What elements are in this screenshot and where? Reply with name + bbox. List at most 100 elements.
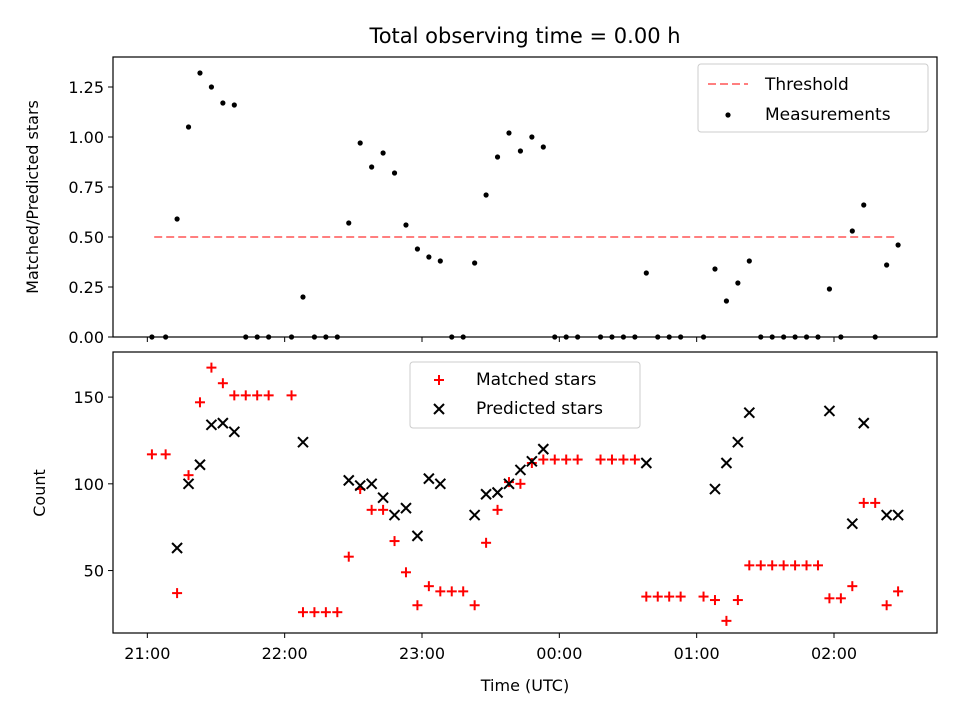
bottom-x-axis: 21:00 22:00 23:00 00:00 01:00 02:00 <box>124 633 857 663</box>
x-tick-label: 01:00 <box>674 644 720 663</box>
measurement-point <box>414 246 421 252</box>
matched-star-point <box>469 600 480 611</box>
matched-star-point <box>664 591 675 602</box>
predicted-star-point <box>720 457 733 469</box>
top-legend: Threshold Measurements <box>697 63 929 133</box>
predicted-star-point <box>732 436 744 448</box>
x-tick-label: 00:00 <box>536 644 582 663</box>
matched-star-point <box>538 454 549 465</box>
measurement-point <box>506 130 512 136</box>
matched-star-point <box>629 454 640 465</box>
chart-title: Total observing time = 0.00 h <box>368 24 680 48</box>
top-legend-box <box>697 63 929 133</box>
predicted-star-point <box>526 455 538 467</box>
predicted-star-point <box>423 472 435 485</box>
predicted-star-point <box>400 502 412 514</box>
matched-star-point <box>698 591 709 602</box>
matched-star-point <box>870 497 881 508</box>
x-tick-label: 23:00 <box>399 644 445 663</box>
predicted-star-point <box>411 530 424 542</box>
measurement-point <box>403 222 409 228</box>
top-x-axis <box>146 337 835 342</box>
matched-star-point <box>412 600 423 611</box>
predicted-star-point <box>880 509 893 521</box>
bottom-y-axis-label: Count <box>30 469 49 517</box>
measurement-point <box>849 228 855 234</box>
matched-star-point <box>435 586 446 597</box>
matched-star-point <box>824 593 835 604</box>
matched-star-point <box>366 504 377 515</box>
predicted-star-point <box>892 509 904 521</box>
top-axes-frame <box>112 56 938 338</box>
predicted-star-point <box>640 457 653 469</box>
measurement-point <box>208 84 215 90</box>
matched-star-point <box>709 595 720 606</box>
measurement-point <box>723 298 730 304</box>
measurement-point <box>735 280 741 286</box>
matched-star-point <box>881 600 892 611</box>
matched-star-point <box>812 560 823 571</box>
measurement-point <box>174 216 180 222</box>
legend-threshold-label: Threshold <box>764 75 849 95</box>
predicted-star-point <box>171 542 183 554</box>
legend-matched-label: Matched stars <box>476 370 596 390</box>
matched-star-point <box>229 390 240 401</box>
matched-star-point <box>332 607 343 618</box>
measurement-point <box>220 100 226 106</box>
measurement-point <box>391 170 398 176</box>
matched-star-point <box>526 458 537 469</box>
matched-star-point <box>606 454 617 465</box>
legend-predicted-swatch <box>433 403 445 415</box>
predicted-star-point <box>297 436 309 448</box>
measurement-point <box>300 294 306 300</box>
matched-star-point <box>744 560 755 571</box>
x-axis-label: Time (UTC) <box>480 676 569 695</box>
matched-star-point <box>778 560 789 571</box>
matched-star-point <box>503 477 514 488</box>
measurement-point <box>346 220 352 226</box>
predicted-star-point <box>365 478 378 490</box>
matched-star-point <box>767 560 778 571</box>
predicted-star-point <box>217 417 229 429</box>
matched-star-point <box>194 397 205 408</box>
top-y-tick-label: 1.00 <box>68 128 104 147</box>
matched-star-point <box>240 390 251 401</box>
matched-star-point <box>160 449 171 460</box>
count-points-layer <box>146 362 904 626</box>
measurement-point <box>185 124 192 130</box>
matched-star-point <box>675 591 686 602</box>
x-tick-label: 22:00 <box>262 644 308 663</box>
predicted-star-point <box>434 478 447 490</box>
measurement-point <box>895 242 901 248</box>
matched-star-point <box>549 454 560 465</box>
matched-star-point <box>858 497 869 508</box>
matched-star-point <box>263 390 274 401</box>
predicted-star-point <box>514 464 527 476</box>
matched-star-point <box>378 504 389 515</box>
top-y-tick-label: 1.25 <box>68 78 104 97</box>
measurement-point <box>197 70 203 76</box>
measurement-point <box>826 286 833 292</box>
measurement-point <box>529 134 535 140</box>
matched-star-point <box>721 615 732 626</box>
matched-star-point <box>423 581 434 592</box>
predicted-star-point <box>228 426 241 438</box>
predicted-star-point <box>205 419 218 431</box>
bottom-y-axis: 50 100 150 <box>73 388 113 581</box>
top-y-axis: 0.00 0.25 0.50 0.75 1.00 1.25 <box>68 78 113 347</box>
measurement-point <box>712 266 718 272</box>
measurement-point <box>357 140 363 146</box>
bottom-legend: Matched stars Predicted stars <box>409 361 641 429</box>
matched-star-point <box>286 390 297 401</box>
measurement-point <box>861 202 867 208</box>
matched-star-point <box>309 607 320 618</box>
measurement-point <box>369 164 375 170</box>
predicted-star-point <box>182 478 195 490</box>
measurement-point <box>884 262 890 268</box>
measurement-point <box>437 258 443 264</box>
predicted-star-point <box>491 486 504 499</box>
matched-star-point <box>618 454 629 465</box>
matched-star-point <box>492 504 503 515</box>
matched-star-point <box>146 449 157 460</box>
matched-star-point <box>217 378 228 389</box>
